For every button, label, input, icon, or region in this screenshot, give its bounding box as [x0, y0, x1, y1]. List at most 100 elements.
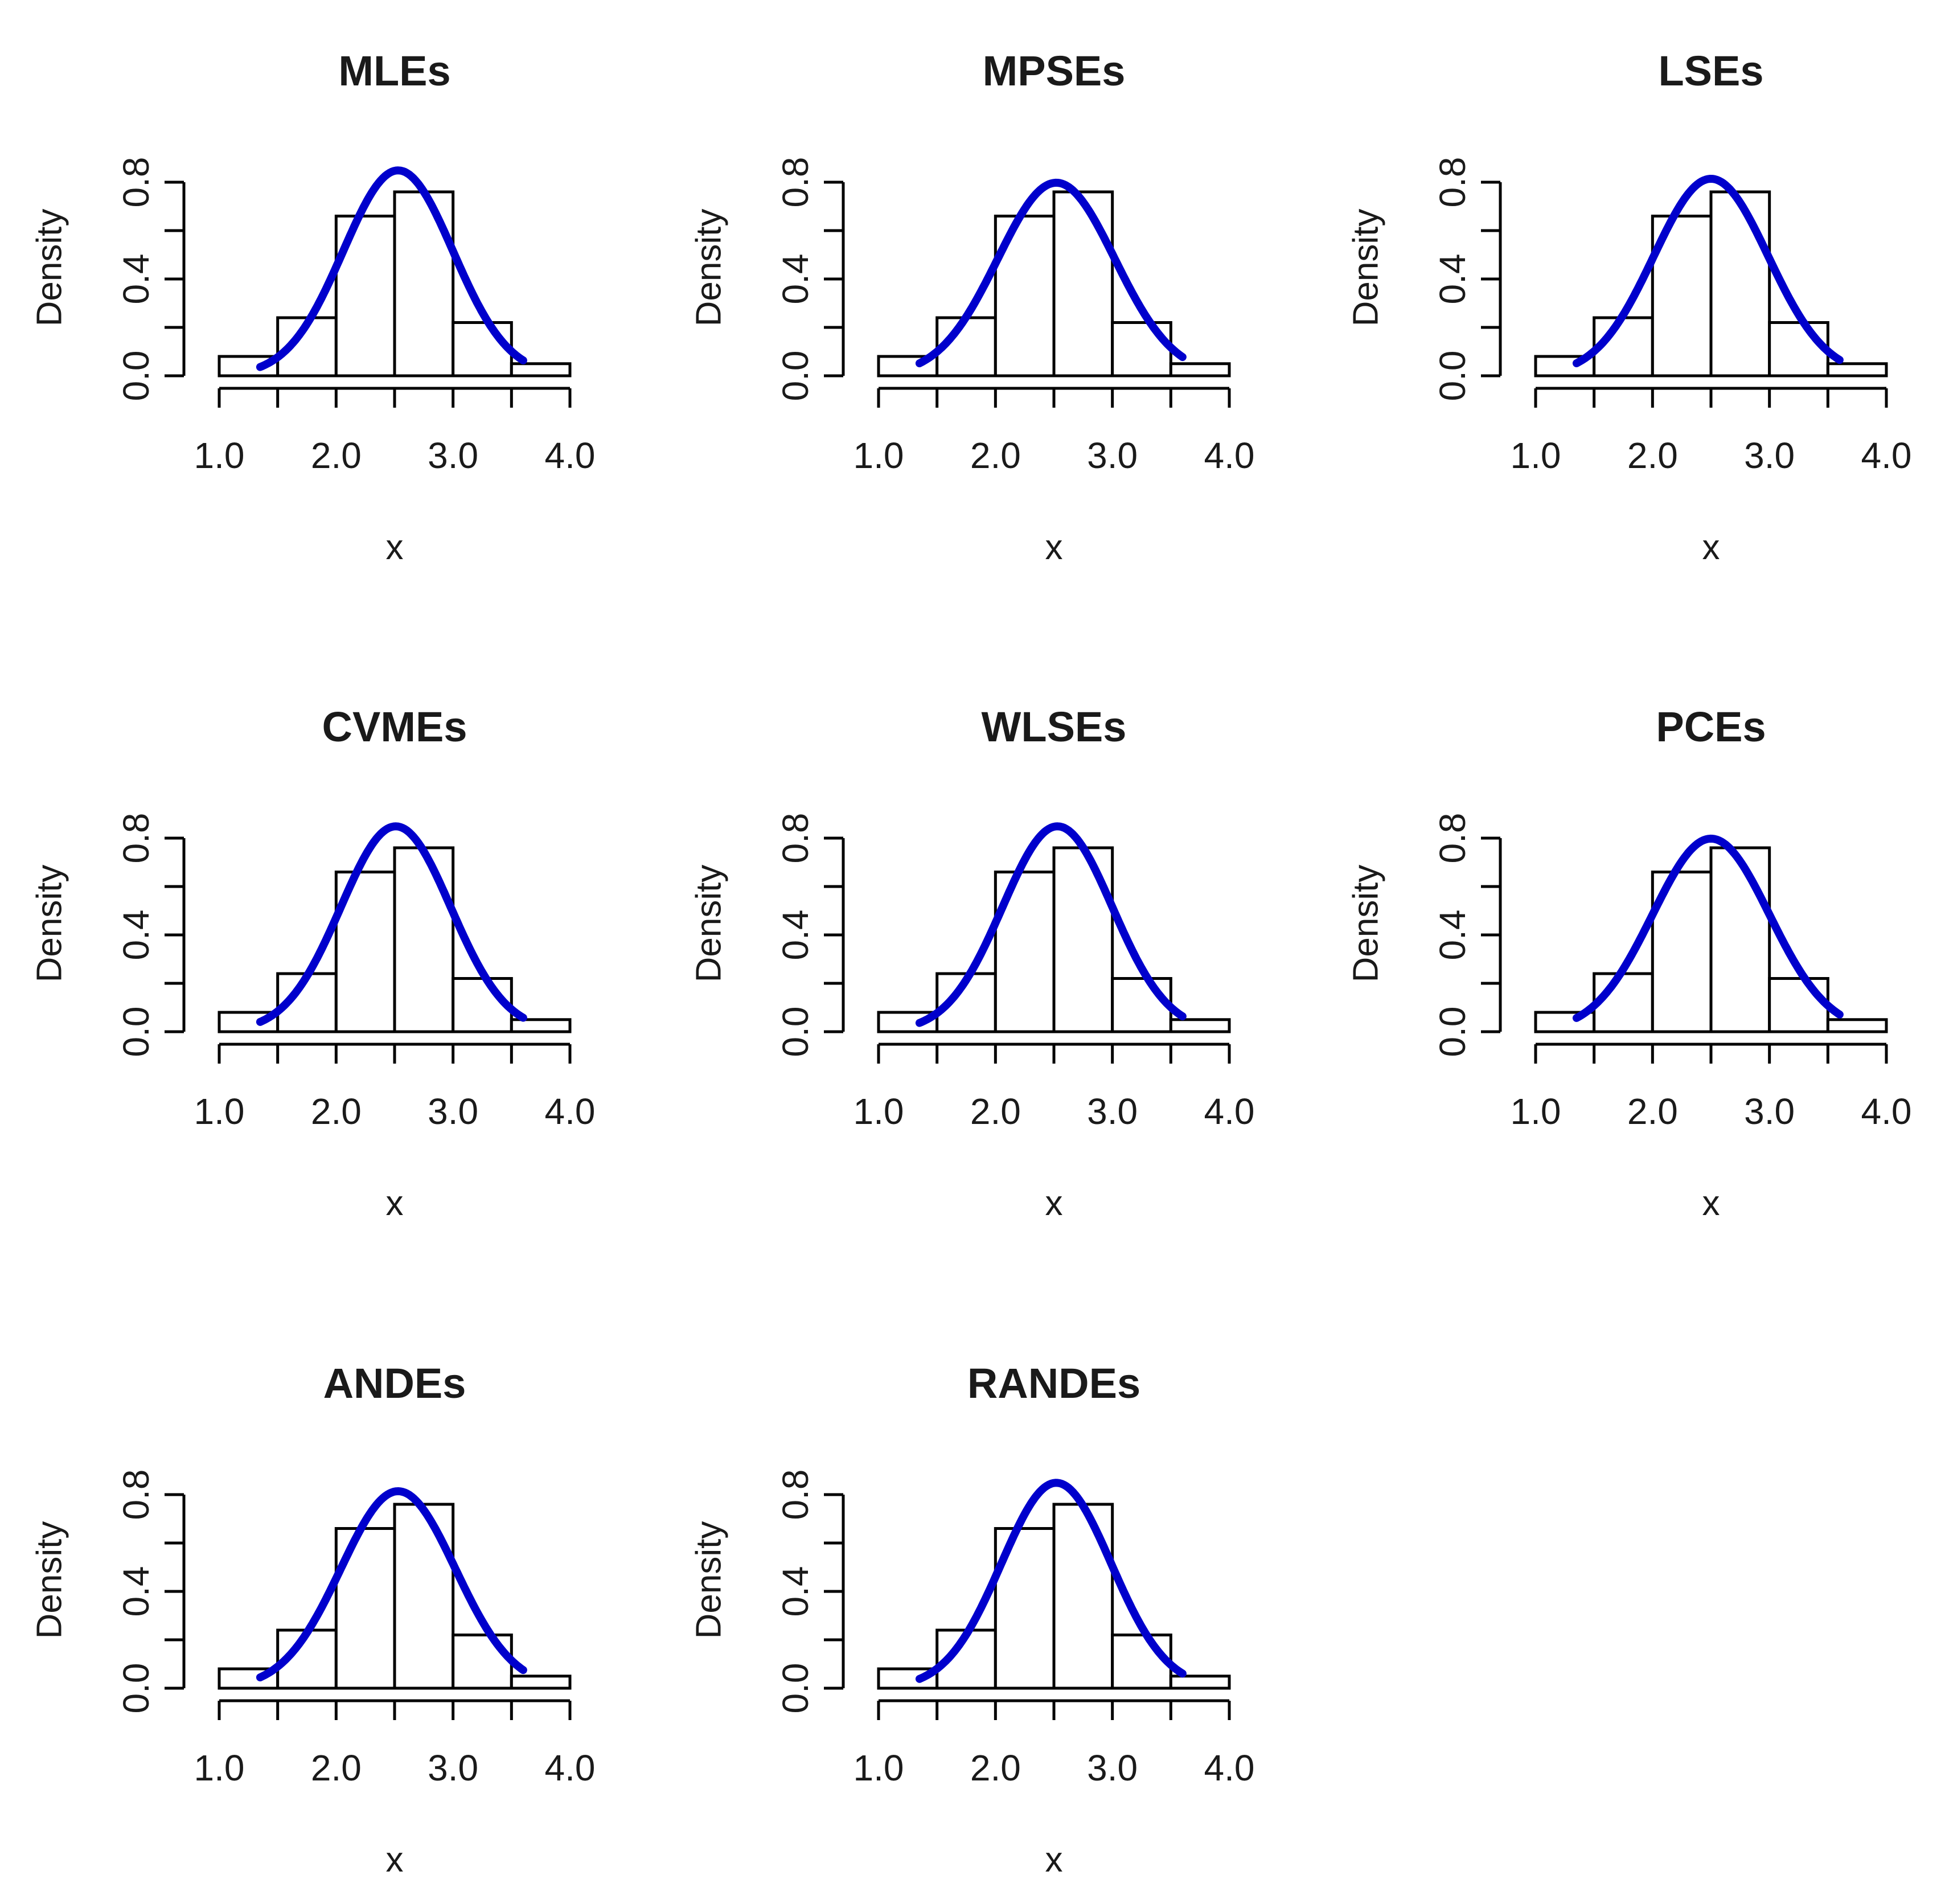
y-axis-label: Density	[1347, 209, 1386, 327]
y-axis-label: Density	[690, 865, 729, 983]
density-curve	[256, 822, 527, 1026]
panel-title: MPSEs	[983, 47, 1126, 95]
histogram-bar	[510, 362, 572, 377]
density-curve	[256, 166, 527, 371]
x-tick-label: 4.0	[1861, 1091, 1912, 1132]
x-tick-label: 3.0	[1087, 435, 1138, 476]
x-tick-label: 3.0	[428, 435, 478, 476]
panel-title: CVMEs	[322, 703, 467, 750]
histogram-bar	[1709, 190, 1771, 377]
histogram-bar	[1111, 1634, 1172, 1690]
y-axis-label: Density	[690, 209, 729, 327]
histogram-bar	[1052, 190, 1114, 377]
panel-cvmes: CVMEs 0.0 0.4 0.8 1.0 2.0 3.0 4.0 x Density	[30, 703, 596, 1223]
x-axis-label: x	[1045, 1184, 1063, 1223]
histogram-bar	[1768, 977, 1829, 1033]
x-tick-label: 1.0	[853, 1747, 904, 1788]
x-tick-label: 2.0	[1627, 1091, 1678, 1132]
x-tick-label: 3.0	[428, 1091, 478, 1132]
histogram-bar	[1052, 1503, 1114, 1690]
x-tick-label: 1.0	[1511, 435, 1561, 476]
x-tick-label: 1.0	[194, 1747, 245, 1788]
x-axis-label: x	[386, 528, 404, 567]
x-tick-label: 4.0	[545, 1747, 596, 1788]
histogram-bar	[1169, 1018, 1231, 1033]
panel-title: MLEs	[338, 47, 450, 95]
x-tick-label: 2.0	[970, 1747, 1021, 1788]
y-tick-label: 0.4	[116, 910, 157, 961]
y-tick-label: 0.8	[775, 157, 816, 208]
y-tick-label: 0.8	[116, 157, 157, 208]
y-axis-label: Density	[1347, 865, 1386, 983]
y-tick-label: 0.8	[775, 1470, 816, 1520]
y-tick-label: 0.0	[1432, 351, 1473, 401]
y-tick-label: 0.0	[116, 351, 157, 401]
y-tick-label: 0.8	[1432, 157, 1473, 208]
density-curve	[1572, 834, 1844, 1022]
y-axis-label: Density	[30, 865, 69, 983]
density-curve	[915, 822, 1187, 1027]
x-tick-label: 1.0	[853, 435, 904, 476]
y-tick-label: 0.0	[116, 1007, 157, 1057]
histogram-bar	[1593, 972, 1654, 1033]
y-tick-label: 0.0	[775, 351, 816, 401]
x-tick-label: 2.0	[311, 435, 362, 476]
x-tick-label: 1.0	[853, 1091, 904, 1132]
x-tick-label: 4.0	[1204, 435, 1255, 476]
x-axis-label: x	[1702, 528, 1720, 567]
y-axis-label: Density	[30, 209, 69, 327]
x-tick-label: 2.0	[970, 435, 1021, 476]
x-axis-label: x	[1702, 1184, 1720, 1223]
histogram-bar	[1709, 846, 1771, 1033]
y-tick-label: 0.8	[116, 1470, 157, 1520]
density-curve	[1572, 175, 1844, 367]
histogram-bar	[1768, 321, 1829, 377]
y-tick-label: 0.4	[775, 910, 816, 961]
x-tick-label: 3.0	[1744, 1091, 1795, 1132]
histogram-bar	[1826, 1018, 1888, 1033]
x-axis-label: x	[1045, 528, 1063, 567]
histogram-bar	[452, 321, 513, 377]
histogram-bar	[1169, 362, 1231, 377]
panel-title: WLSEs	[982, 703, 1127, 750]
y-tick-label: 0.0	[116, 1663, 157, 1714]
density-curve	[915, 178, 1187, 368]
histogram-bar	[1111, 977, 1172, 1033]
y-tick-label: 0.4	[775, 1566, 816, 1617]
panel-title: PCEs	[1656, 703, 1766, 750]
x-tick-label: 4.0	[545, 1091, 596, 1132]
histogram-bar	[393, 190, 455, 377]
x-tick-label: 2.0	[1627, 435, 1678, 476]
y-tick-label: 0.8	[775, 813, 816, 864]
panel-randes: RANDEs 0.0 0.4 0.8 1.0 2.0 3.0 4.0 x Density	[690, 1360, 1255, 1880]
panel-mles: MLEs 0.0 0.4 0.8 1.0 2.0 3.0 4.0 x Density	[30, 47, 596, 567]
x-tick-label: 4.0	[1204, 1091, 1255, 1132]
x-tick-label: 4.0	[1204, 1747, 1255, 1788]
panel-mpses: MPSEs 0.0 0.4 0.8 1.0 2.0 3.0 4.0 x Density	[690, 47, 1255, 567]
x-axis-label: x	[1045, 1840, 1063, 1880]
x-tick-label: 1.0	[194, 1091, 245, 1132]
histogram-bar	[510, 1675, 572, 1690]
x-tick-label: 4.0	[1861, 435, 1912, 476]
y-tick-label: 0.0	[775, 1007, 816, 1057]
x-axis-label: x	[386, 1184, 404, 1223]
histogram-bar	[452, 1634, 513, 1690]
x-tick-label: 1.0	[194, 435, 245, 476]
histogram-bar	[1111, 321, 1172, 377]
x-tick-label: 2.0	[970, 1091, 1021, 1132]
y-axis-label: Density	[690, 1521, 729, 1639]
panel-wlses: WLSEs 0.0 0.4 0.8 1.0 2.0 3.0 4.0 x Density	[690, 703, 1255, 1223]
x-tick-label: 2.0	[311, 1747, 362, 1788]
density-curve	[256, 1487, 527, 1681]
x-tick-label: 3.0	[1087, 1091, 1138, 1132]
panel-andes: ANDEs 0.0 0.4 0.8 1.0 2.0 3.0 4.0 x Density	[30, 1360, 596, 1880]
histogram-bar	[510, 1018, 572, 1033]
histogram-bar	[1169, 1675, 1231, 1690]
y-tick-label: 0.0	[775, 1663, 816, 1714]
y-tick-label: 0.8	[1432, 813, 1473, 864]
x-tick-label: 1.0	[1511, 1091, 1561, 1132]
y-tick-label: 0.4	[116, 1566, 157, 1617]
x-tick-label: 3.0	[1087, 1747, 1138, 1788]
x-tick-label: 4.0	[545, 435, 596, 476]
y-tick-label: 0.0	[1432, 1007, 1473, 1057]
